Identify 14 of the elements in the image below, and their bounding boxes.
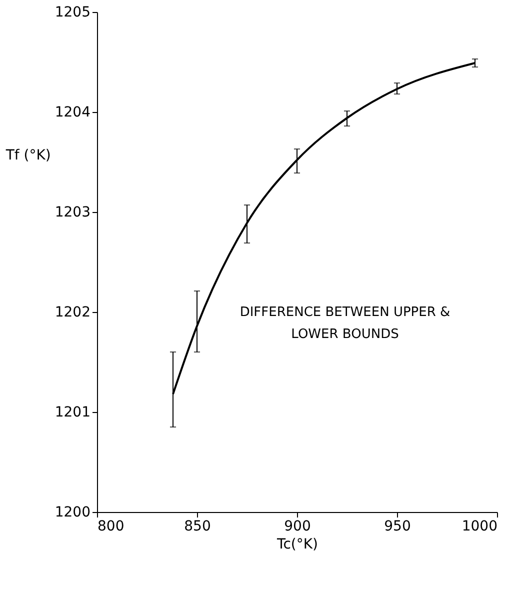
y-tick-label: 1204	[54, 104, 91, 120]
x-axis-title: Tc(°K)	[276, 536, 318, 552]
annotation: DIFFERENCE BETWEEN UPPER & LOWER BOUNDS	[240, 305, 450, 342]
y-tick-label: 1202	[54, 304, 90, 320]
x-tick-label: 950	[384, 518, 411, 534]
x-tick-label: 850	[184, 518, 211, 534]
y-tick-label: 1205	[54, 4, 90, 20]
x-tick-label: 900	[284, 518, 311, 534]
y-axis-title: Tf (°K)	[4, 148, 51, 164]
x-tick-label: 1000	[462, 518, 498, 534]
x-tick-label: 800	[98, 518, 124, 534]
y-tick-label: 1200	[54, 504, 90, 520]
y-tick-label: 1201	[54, 404, 90, 420]
y-tick-label: 1203	[54, 204, 90, 220]
